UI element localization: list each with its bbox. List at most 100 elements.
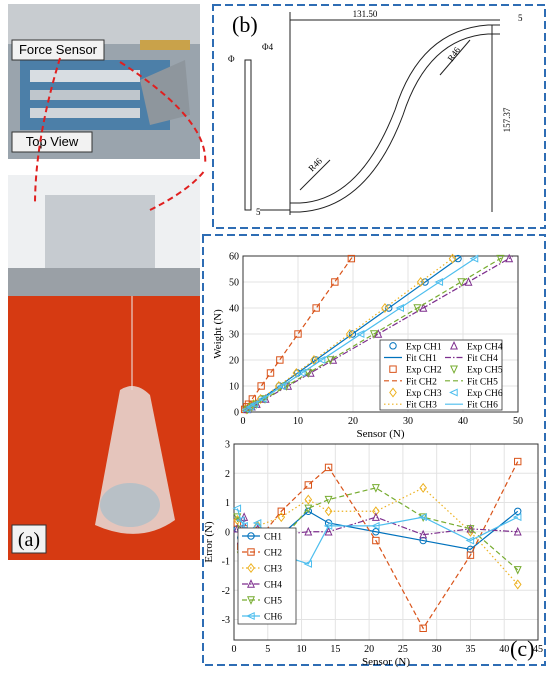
marker <box>513 566 522 575</box>
legend-marker <box>450 365 458 375</box>
marker <box>304 504 313 514</box>
x-tick-label: 20 <box>364 644 374 655</box>
marker <box>465 536 475 545</box>
marker <box>294 330 302 338</box>
marker <box>324 526 333 536</box>
marker <box>413 304 422 313</box>
marker <box>416 276 425 288</box>
y-tick-label: -1 <box>222 557 230 568</box>
dimension: Φ4 <box>262 42 274 52</box>
legend-marker <box>449 388 458 397</box>
y-tick-label: 0 <box>225 527 230 538</box>
legend-marker <box>389 387 397 398</box>
legend-label: Exp CH5 <box>467 366 503 376</box>
legend-marker <box>450 340 458 350</box>
dimension: 131.50 <box>353 9 378 19</box>
legend-marker <box>247 532 255 540</box>
marker <box>513 579 522 590</box>
marker <box>277 507 285 515</box>
label-box <box>11 131 93 153</box>
x-tick-label: 40 <box>458 416 468 427</box>
legend-label: Fit CH1 <box>406 354 437 364</box>
marker <box>347 254 356 263</box>
marker <box>395 304 404 312</box>
marker <box>324 463 333 472</box>
legend-marker <box>389 365 397 373</box>
legend-marker <box>246 612 255 620</box>
legend-label: CH5 <box>264 597 282 607</box>
marker <box>419 536 427 545</box>
marker <box>374 329 383 338</box>
legend-label: Exp CH6 <box>467 389 503 399</box>
legend-label: Exp CH2 <box>406 366 442 376</box>
x-tick-label: 30 <box>432 644 442 655</box>
marker <box>276 356 284 364</box>
y-axis-label: Weight (N) <box>212 309 224 359</box>
marker <box>304 526 313 536</box>
y-tick-label: 2 <box>225 469 230 480</box>
x-tick-label: 25 <box>398 644 408 655</box>
marker <box>316 356 326 364</box>
marker <box>245 402 255 411</box>
y-tick-label: -3 <box>222 615 230 626</box>
marker <box>372 528 380 536</box>
marker <box>235 516 245 525</box>
legend-label: CH6 <box>264 613 282 623</box>
legend-marker <box>247 596 255 605</box>
series-line <box>236 461 519 630</box>
legend-label: Exp CH4 <box>467 342 503 352</box>
marker <box>371 512 380 521</box>
marker <box>419 529 428 539</box>
hanging-weight-photo <box>8 175 200 560</box>
marker <box>355 330 365 338</box>
x-tick-label: 15 <box>330 644 340 655</box>
marker <box>369 330 378 339</box>
marker <box>252 519 262 527</box>
marker <box>454 254 462 263</box>
label: Top View <box>26 134 79 149</box>
x-axis-label: Sensor (N) <box>357 428 405 440</box>
x-tick-label: 40 <box>499 644 509 655</box>
legend-label: Fit CH2 <box>406 377 437 387</box>
marker <box>381 302 389 314</box>
legend-label: CH3 <box>264 565 282 575</box>
legend-marker <box>389 342 397 350</box>
marker <box>233 513 242 523</box>
legend-label: Fit CH4 <box>467 354 498 364</box>
marker <box>466 551 475 559</box>
x-tick-label: 0 <box>241 416 246 427</box>
marker <box>505 253 514 263</box>
axes-frame <box>233 443 539 641</box>
label-box <box>11 39 105 61</box>
marker <box>371 484 380 493</box>
legend-label: Fit CH3 <box>406 401 437 411</box>
legend-label: Fit CH5 <box>467 377 498 387</box>
x-tick-label: 20 <box>348 416 358 427</box>
marker <box>514 507 522 515</box>
marker <box>304 481 313 489</box>
y-tick-label: 1 <box>225 498 230 509</box>
marker <box>257 382 265 390</box>
y-axis-label: Error (N) <box>203 521 215 563</box>
marker <box>239 521 248 530</box>
y-tick-label: 60 <box>229 252 239 263</box>
dimension: Φ <box>228 54 235 64</box>
marker <box>304 494 313 505</box>
axes-frame <box>242 255 519 413</box>
legend-label: CH2 <box>264 549 282 559</box>
dimension: 5 <box>256 207 261 217</box>
marker <box>348 330 357 338</box>
marker <box>277 382 286 390</box>
x-tick-label: 0 <box>232 644 237 655</box>
x-tick-label: 10 <box>297 644 307 655</box>
marker <box>419 482 427 493</box>
marker <box>434 278 444 286</box>
panel-frame <box>202 234 546 666</box>
dimension: R46 <box>306 155 324 173</box>
marker <box>370 521 380 530</box>
marker <box>232 504 242 513</box>
marker <box>513 526 522 536</box>
label-box <box>11 524 47 554</box>
y-tick-label: 3 <box>225 440 230 451</box>
